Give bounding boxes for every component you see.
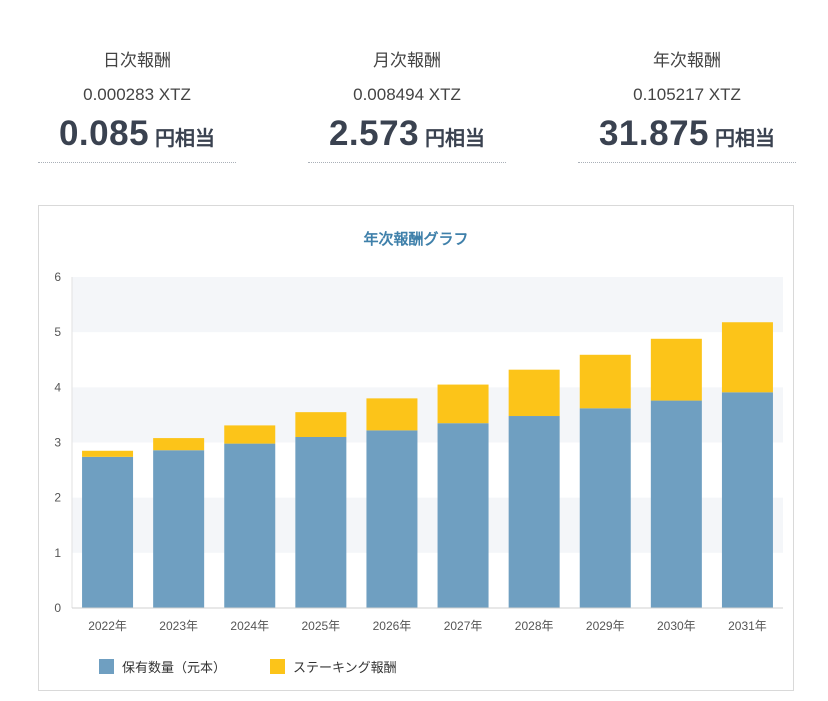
bar-staking — [82, 450, 134, 457]
monthly-reward-yen-suffix: 円相当 — [425, 126, 486, 150]
y-tick-label: 0 — [54, 601, 61, 615]
y-tick-label: 2 — [54, 491, 61, 505]
chart-title: 年次報酬グラフ — [363, 230, 469, 248]
y-tick-label: 4 — [54, 380, 61, 394]
monthly-reward-yen-value: 2.573 — [328, 114, 420, 153]
x-tick-label: 2023年 — [159, 619, 198, 633]
yearly-reward-yen: 31.875 円相当 — [578, 112, 796, 162]
bar-staking — [224, 425, 276, 444]
bar-principal — [295, 436, 347, 608]
daily-reward-yen-value: 0.085 — [58, 114, 150, 153]
yearly-divider — [578, 162, 796, 163]
y-tick-label: 3 — [54, 436, 61, 450]
daily-reward-label: 日次報酬 — [103, 51, 171, 71]
bar-staking — [366, 398, 418, 431]
x-tick-label: 2028年 — [515, 619, 554, 633]
bar-staking — [153, 438, 205, 451]
x-tick-label: 2027年 — [444, 619, 483, 633]
yearly-reward-label: 年次報酬 — [653, 51, 721, 71]
bar-staking — [579, 354, 631, 409]
bar-principal — [508, 416, 560, 608]
yearly-reward: 年次報酬 0.105217 XTZ 31.875 円相当 — [578, 48, 796, 163]
yearly-reward-xtz: 0.105217 XTZ — [633, 85, 741, 104]
y-tick-label: 5 — [54, 325, 61, 339]
daily-reward-yen-suffix: 円相当 — [155, 126, 216, 150]
x-tick-label: 2029年 — [586, 619, 625, 633]
bar-principal — [721, 392, 773, 608]
legend-staking-label: ステーキング報酬 — [293, 661, 397, 676]
x-tick-label: 2026年 — [373, 619, 412, 633]
x-tick-label: 2030年 — [657, 619, 696, 633]
chart-plot: 0 1 2 3 4 5 6 2022年 2023年 2024年 2025年 2026年 2027年 20… — [54, 270, 783, 633]
bar-staking — [650, 338, 702, 401]
bar-principal — [82, 456, 134, 608]
reward-stats: 日次報酬 0.000283 XTZ 0.085 円相当 月次報酬 0.008494… — [0, 0, 828, 170]
bar-staking — [437, 384, 489, 424]
x-tick-label: 2031年 — [728, 619, 767, 633]
bar-principal — [224, 443, 276, 608]
yearly-reward-yen-value: 31.875 — [598, 114, 710, 153]
legend-principal-label: 保有数量（元本） — [122, 661, 227, 676]
x-tick-label: 2024年 — [230, 619, 269, 633]
bar-staking — [295, 412, 347, 437]
bar-principal — [366, 430, 418, 608]
monthly-divider — [308, 162, 506, 163]
daily-reward-xtz: 0.000283 XTZ — [83, 85, 191, 104]
bar-principal — [650, 400, 702, 608]
bar-principal — [579, 408, 631, 608]
monthly-reward-label: 月次報酬 — [373, 51, 441, 71]
legend-staking[interactable]: ステーキング報酬 — [270, 657, 397, 676]
legend-principal-swatch — [99, 659, 114, 674]
bar-principal — [153, 450, 205, 608]
daily-reward-yen: 0.085 円相当 — [38, 112, 236, 162]
x-tick-label: 2022年 — [88, 619, 127, 633]
y-tick-label: 1 — [54, 546, 61, 560]
legend-staking-swatch — [270, 659, 285, 674]
monthly-reward-yen: 2.573 円相当 — [308, 112, 506, 162]
bar-staking — [721, 322, 773, 393]
legend-principal[interactable]: 保有数量（元本） — [99, 657, 226, 676]
x-tick-label: 2025年 — [301, 619, 340, 633]
bar-principal — [437, 423, 489, 608]
monthly-reward-xtz: 0.008494 XTZ — [353, 85, 461, 104]
y-tick-label: 6 — [54, 270, 61, 284]
annual-reward-chart: 年次報酬グラフ 0 1 2 3 4 5 6 2022年 2023年 2024年 2025年 2026… — [38, 205, 794, 691]
daily-divider — [38, 162, 236, 163]
grid-band — [72, 277, 783, 333]
monthly-reward: 月次報酬 0.008494 XTZ 2.573 円相当 — [308, 48, 506, 163]
bar-staking — [508, 369, 560, 417]
daily-reward: 日次報酬 0.000283 XTZ 0.085 円相当 — [38, 48, 236, 163]
yearly-reward-yen-suffix: 円相当 — [715, 126, 776, 150]
